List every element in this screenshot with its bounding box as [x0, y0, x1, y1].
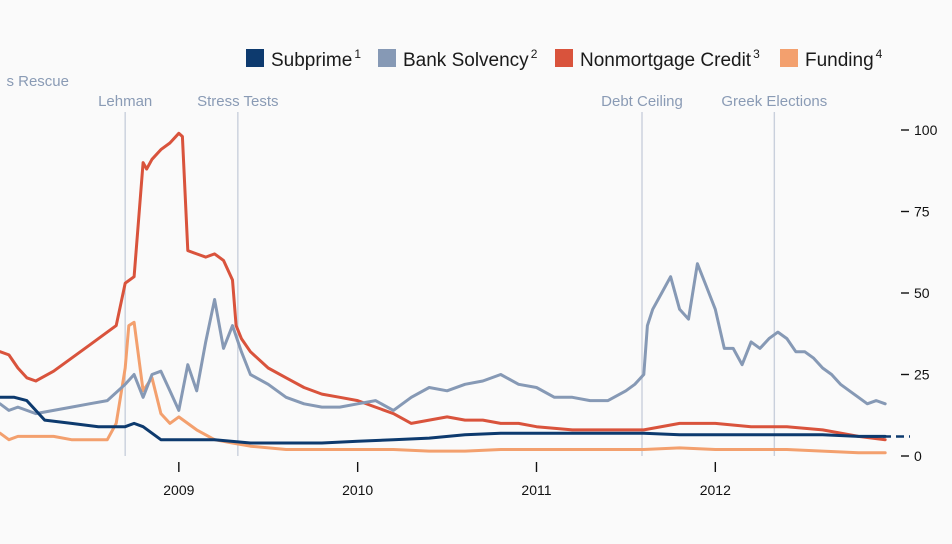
event-markers: s Rescue Lehman Stress Tests Debt Ceiling Gr…: [6, 73, 827, 456]
x-axis: 2009 2010 2011 2012: [163, 462, 731, 498]
legend-label: Bank Solvency: [403, 50, 529, 71]
legend-swatch: [555, 49, 573, 67]
series-line-bank-solvency: [0, 262, 887, 416]
y-axis: 0 25 50 75 100: [901, 122, 938, 464]
y-tick-label: 100: [914, 122, 938, 138]
x-tick-label: 2009: [163, 482, 194, 498]
legend-footnote-marker: 3: [753, 47, 760, 61]
series-line-subprime: [0, 395, 887, 445]
legend-swatch: [378, 49, 396, 67]
y-tick-label: 0: [914, 448, 922, 464]
y-tick-label: 75: [914, 204, 930, 220]
legend-label: Nonmortgage Credit: [580, 50, 752, 71]
legend-label: Subprime: [271, 50, 352, 71]
legend-swatch: [780, 49, 798, 67]
legend-footnote-marker: 2: [531, 47, 538, 61]
series-line-nonmortgage-credit: [0, 131, 887, 442]
event-label: Debt Ceiling: [601, 93, 683, 110]
y-tick-label: 50: [914, 285, 930, 301]
legend: Subprime 1 Bank Solvency 2 Nonmortgage Credi…: [246, 47, 883, 71]
series-lines: [0, 131, 910, 455]
x-tick-label: 2012: [700, 482, 731, 498]
x-tick-label: 2010: [342, 482, 373, 498]
event-label: Greek Elections: [721, 93, 827, 110]
series-line-funding: [0, 320, 887, 455]
event-label: Lehman: [98, 93, 152, 110]
legend-footnote-marker: 4: [876, 47, 883, 61]
x-tick-label: 2011: [521, 482, 551, 498]
legend-swatch: [246, 49, 264, 67]
y-tick-label: 25: [914, 367, 930, 383]
event-label: Stress Tests: [197, 93, 278, 110]
event-label: s Rescue: [6, 73, 69, 90]
legend-footnote-marker: 1: [354, 47, 361, 61]
legend-label: Funding: [805, 50, 874, 71]
